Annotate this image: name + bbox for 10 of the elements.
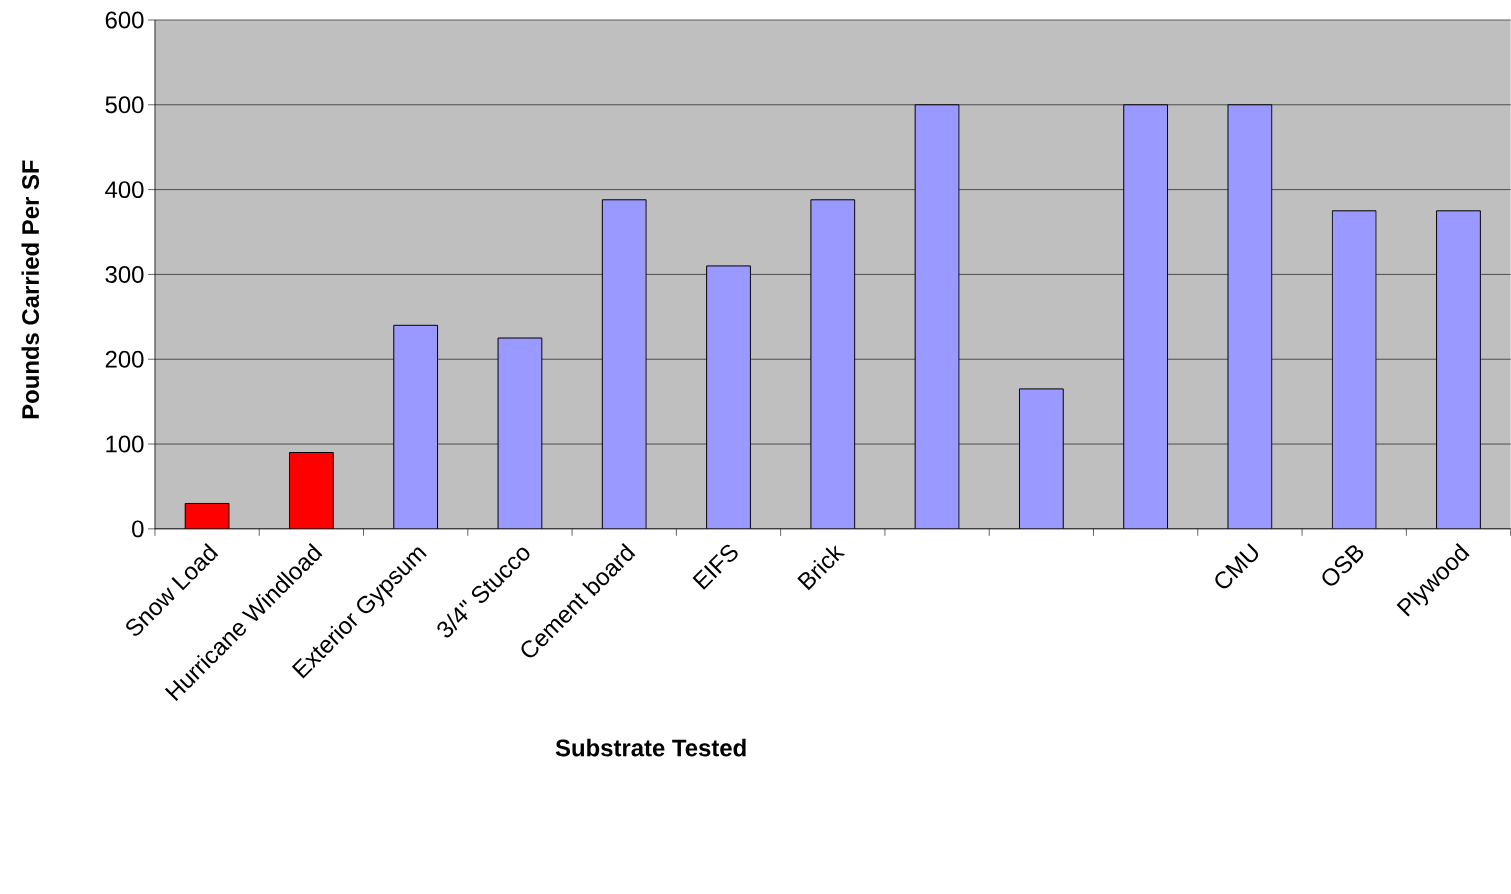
y-axis-title: Pounds Carried Per SF	[21, 160, 40, 419]
y-tick-label: 200	[105, 350, 144, 368]
x-axis-title: Substrate Tested	[555, 739, 746, 757]
bar	[288, 452, 334, 529]
y-tick-label: 100	[106, 435, 144, 453]
y-tick-label: 400	[105, 181, 144, 199]
y-tick-label: 500	[105, 96, 144, 114]
y-tick-label: 0	[132, 520, 144, 538]
y-tick-label: 300	[105, 266, 144, 283]
y-tick-label: 600	[105, 11, 144, 29]
